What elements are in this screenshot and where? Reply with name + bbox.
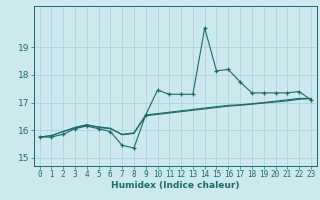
X-axis label: Humidex (Indice chaleur): Humidex (Indice chaleur) [111,181,239,190]
